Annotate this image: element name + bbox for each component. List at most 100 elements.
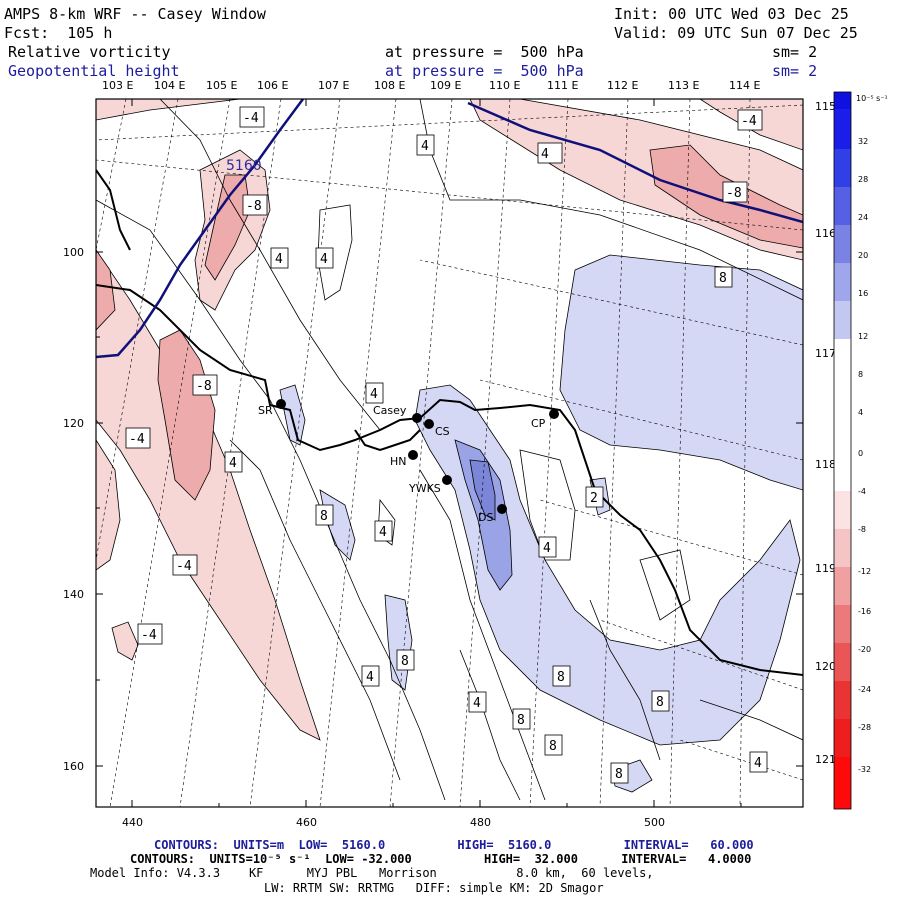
y-axis: 100 120 140 160: [63, 246, 803, 773]
colorbar-label: -32: [858, 765, 871, 774]
station-marker: [276, 399, 286, 409]
field1-name: Relative vorticity: [8, 43, 171, 61]
lon-label: 113 E: [668, 79, 699, 92]
top-longitude-labels: 103 E 104 E 105 E 106 E 107 E 108 E 109 …: [102, 79, 760, 92]
svg-text:4: 4: [320, 252, 328, 267]
station-marker: [412, 413, 422, 423]
contour-label: 8: [651, 690, 670, 712]
height-contour-info: CONTOURS: UNITS=m LOW= 5160.0 HIGH= 5160…: [154, 838, 754, 852]
colorbar-label: -20: [858, 645, 871, 654]
svg-text:4: 4: [473, 696, 481, 711]
contour-label: 4: [537, 142, 563, 164]
colorbar-label: 8: [858, 370, 863, 379]
contour-label: -4: [737, 109, 763, 131]
colorbar-label: -12: [858, 567, 871, 576]
contour-label: 2: [585, 486, 604, 508]
svg-text:8: 8: [320, 509, 328, 524]
contour-label: -4: [125, 427, 151, 449]
model-info: Model Info: V4.3.3 KF MYJ PBL Morrison 8…: [90, 866, 654, 880]
svg-text:4: 4: [421, 139, 429, 154]
contour-label: 4: [365, 382, 384, 404]
station-marker: [549, 409, 559, 419]
colorbar: 10⁻⁵ s⁻¹ 32 28 24 20 16 12 8 4 0 -4 -8 -…: [833, 91, 888, 810]
y-tick-label: 160: [63, 760, 84, 773]
lon-label: 108 E: [374, 79, 405, 92]
physics-info: LW: RRTM SW: RRTMG DIFF: simple KM: 2D S…: [264, 881, 604, 895]
lon-label: 107 E: [318, 79, 349, 92]
svg-text:8: 8: [557, 670, 565, 685]
contour-label: -8: [722, 181, 748, 203]
contour-label: 4: [749, 751, 768, 773]
field1-smoothing: sm= 2: [772, 43, 818, 61]
colorbar-label: 32: [858, 137, 868, 146]
vorticity-contour-info: CONTOURS: UNITS=10⁻⁵ s⁻¹ LOW= -32.000 HI…: [130, 852, 752, 866]
contour-label: 4: [224, 451, 243, 473]
colorbar-label: -28: [858, 723, 871, 732]
contour-label: 8: [610, 762, 629, 784]
svg-text:-8: -8: [196, 379, 212, 394]
lon-label: 111 E: [547, 79, 578, 92]
colorbar-label: 20: [858, 251, 868, 260]
colorbar-label: 24: [858, 213, 868, 222]
svg-text:-4: -4: [741, 114, 757, 129]
station-marker: [442, 475, 452, 485]
svg-text:4: 4: [366, 670, 374, 685]
contour-label: 8: [315, 504, 334, 526]
svg-text:8: 8: [549, 739, 557, 754]
colorbar-label: -8: [858, 525, 866, 534]
field2-smoothing: sm= 2: [772, 62, 818, 80]
svg-text:8: 8: [401, 654, 409, 669]
contour-label: 8: [544, 734, 563, 756]
contour-label: -4: [137, 623, 163, 645]
station-label: YWKS: [408, 482, 441, 495]
svg-text:-8: -8: [726, 186, 742, 201]
x-tick-label: 480: [470, 816, 491, 829]
station-marker: [497, 504, 507, 514]
contour-label: -8: [242, 194, 268, 216]
x-tick-label: 500: [644, 816, 665, 829]
meridian-lines: [96, 99, 803, 807]
x-axis: 440 460 480 500: [122, 99, 742, 829]
y-tick-label: 120: [63, 417, 84, 430]
lon-label: 106 E: [257, 79, 288, 92]
height-contour-label: 5160: [226, 158, 262, 174]
station-label: Casey: [373, 404, 407, 417]
field2-name: Geopotential height: [8, 62, 180, 80]
svg-text:-4: -4: [243, 111, 259, 126]
plot-title: AMPS 8-km WRF -- Casey Window: [4, 5, 266, 23]
contour-label: 8: [396, 649, 415, 671]
lon-label: 105 E: [206, 79, 237, 92]
svg-text:-4: -4: [141, 628, 157, 643]
forecast-hour: Fcst: 105 h: [4, 24, 113, 42]
contour-label: 4: [315, 247, 334, 269]
positive-vorticity-regions: [279, 254, 803, 793]
contour-label: -4: [239, 106, 265, 128]
valid-time: Valid: 09 UTC Sun 07 Dec 25: [614, 24, 858, 42]
station-label: HN: [390, 455, 407, 468]
svg-text:4: 4: [229, 456, 237, 471]
contour-label: -8: [192, 374, 218, 396]
init-time: Init: 00 UTC Wed 03 Dec 25: [614, 5, 849, 23]
contour-label: 4: [468, 691, 487, 713]
svg-text:4: 4: [543, 541, 551, 556]
contour-label: 4: [416, 134, 435, 156]
station-marker: [408, 450, 418, 460]
colorbar-label: 0: [858, 449, 863, 458]
colorbar-label: -4: [858, 487, 866, 496]
svg-text:8: 8: [656, 695, 664, 710]
contour-label: 4: [270, 247, 289, 269]
svg-text:4: 4: [370, 387, 378, 402]
contour-label: 4: [361, 665, 380, 687]
svg-text:4: 4: [754, 756, 762, 771]
station-label: SR: [258, 404, 273, 417]
svg-text:4: 4: [379, 525, 387, 540]
colorbar-units: 10⁻⁵ s⁻¹: [856, 94, 888, 103]
field2-level: at pressure = 500 hPa: [385, 62, 584, 80]
contour-label: 8: [552, 665, 571, 687]
contour-label: -4: [172, 554, 198, 576]
vorticity-contour-lines: [96, 99, 803, 801]
colorbar-label: -24: [858, 685, 871, 694]
colorbar-label: -16: [858, 607, 871, 616]
lon-label: 110 E: [489, 79, 520, 92]
